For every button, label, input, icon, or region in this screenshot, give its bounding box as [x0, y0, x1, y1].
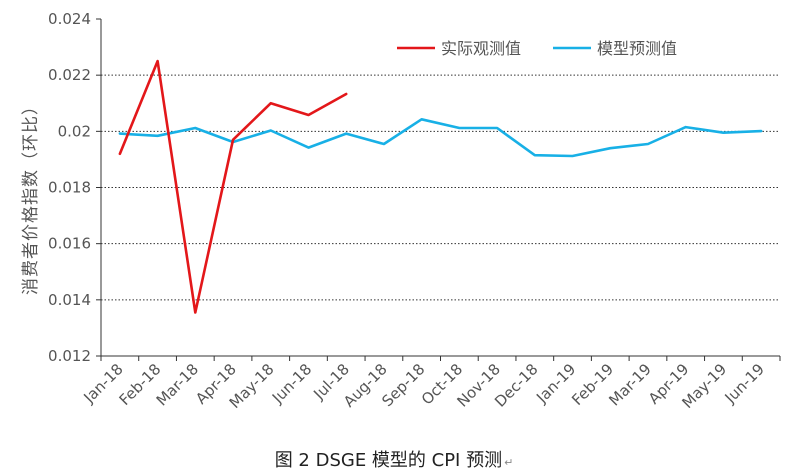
y-axis-label: 消费者价格指数（环比）: [21, 97, 41, 295]
x-tick-label: Mar-19: [605, 360, 654, 409]
series-lines: [118, 59, 763, 314]
figure-caption: 图 2 DSGE 模型的 CPI 预测 ↵: [0, 446, 788, 472]
x-tick-label: Jun-19: [721, 360, 768, 407]
gridlines: [101, 74, 780, 301]
legend: 实际观测值 模型预测值: [397, 39, 677, 58]
y-tick-labels: 0.024 0.022 0.02 0.018 0.016 0.014 0.012: [48, 10, 91, 365]
series-line-predicted: [118, 118, 763, 158]
series-line-observed: [118, 59, 348, 314]
y-tick-label: 0.024: [48, 10, 91, 28]
x-tick-label: Mar-18: [153, 360, 202, 409]
paragraph-mark: ↵: [504, 456, 514, 469]
y-tick-label: 0.02: [58, 122, 91, 140]
legend-label: 模型预测值: [597, 39, 677, 58]
y-tick-label: 0.022: [48, 66, 91, 84]
cpi-line-chart: 0.024 0.022 0.02 0.018 0.016 0.014 0.012 Jan-1…: [21, 10, 781, 412]
caption-text: 图 2 DSGE 模型的 CPI 预测: [274, 450, 503, 471]
y-tick-label: 0.012: [48, 347, 91, 365]
x-tick-label: Jun-18: [268, 360, 315, 407]
x-tick-label: Sep-18: [378, 360, 428, 410]
y-tick-label: 0.018: [48, 179, 91, 197]
y-tick-label: 0.014: [48, 291, 91, 309]
legend-label: 实际观测值: [441, 39, 521, 58]
x-tick-labels: Jan-18Feb-18Mar-18Apr-18May-18Jun-18Jul-…: [80, 360, 768, 412]
y-tick-label: 0.016: [48, 235, 91, 253]
axes: [96, 18, 781, 361]
